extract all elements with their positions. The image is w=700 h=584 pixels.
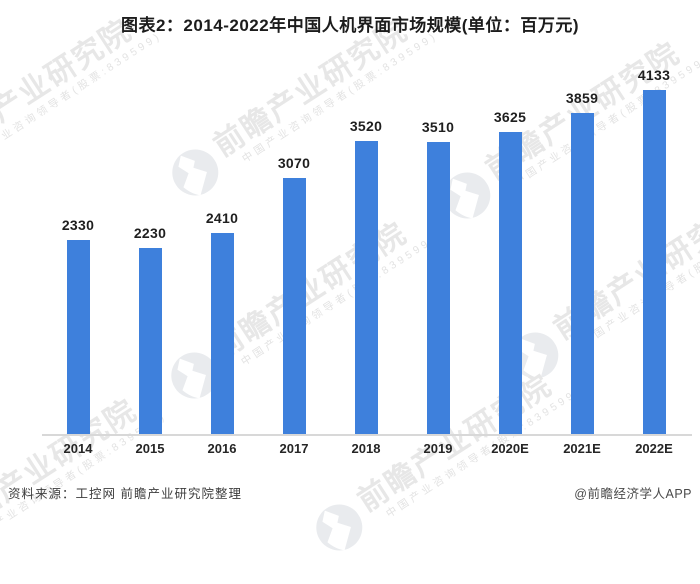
x-axis-label: 2019: [423, 441, 453, 456]
x-axis-label: 2015: [135, 441, 165, 456]
bar: [570, 113, 594, 434]
bar-column: 3070: [258, 60, 330, 434]
bar: [426, 142, 450, 434]
bar-value-label: 2410: [205, 210, 239, 226]
plot-area: 2330 2230 2410 3070 3520 3510 3625 3859 4133: [42, 60, 690, 434]
source-note: 资料来源：工控网 前瞻产业研究院整理: [8, 487, 242, 501]
bar: [138, 248, 162, 434]
bar: [66, 240, 90, 434]
x-axis-label: 2022E: [635, 441, 673, 456]
qianzhan-logo-icon: [316, 504, 363, 551]
bar-column: 3520: [330, 60, 402, 434]
bar-column: 2330: [42, 60, 114, 434]
x-axis-label: 2016: [207, 441, 237, 456]
x-axis-line: [42, 434, 692, 436]
bar-value-label: 2330: [61, 217, 95, 233]
chart-title: 图表2：2014-2022年中国人机界面市场规模(单位：百万元): [120, 16, 580, 35]
bar-column: 3625: [474, 60, 546, 434]
bar-value-label: 3520: [349, 118, 383, 134]
bar: [210, 233, 234, 434]
bar-value-label: 4133: [637, 67, 671, 83]
x-axis-labels: 2014 2015 2016 2017 2018 2019 2020E 2021E 2022E: [42, 441, 690, 456]
bar: [354, 141, 378, 434]
bar-column: 3859: [546, 60, 618, 434]
bar: [282, 178, 306, 434]
bar-value-label: 3859: [565, 90, 599, 106]
bar-column: 2230: [114, 60, 186, 434]
x-axis-label: 2018: [351, 441, 381, 456]
bar-value-label: 3625: [493, 109, 527, 125]
bar: [642, 90, 666, 434]
credit-note: @前瞻经济学人APP: [574, 487, 692, 501]
x-axis-label: 2014: [63, 441, 93, 456]
bar: [498, 132, 522, 434]
x-axis-label: 2020E: [491, 441, 529, 456]
bar-value-label: 2230: [133, 225, 167, 241]
bar-value-label: 3070: [277, 155, 311, 171]
bar-column: 4133: [618, 60, 690, 434]
bar-value-label: 3510: [421, 119, 455, 135]
bar-column: 3510: [402, 60, 474, 434]
x-axis-label: 2017: [279, 441, 309, 456]
x-axis-label: 2021E: [563, 441, 601, 456]
bar-column: 2410: [186, 60, 258, 434]
